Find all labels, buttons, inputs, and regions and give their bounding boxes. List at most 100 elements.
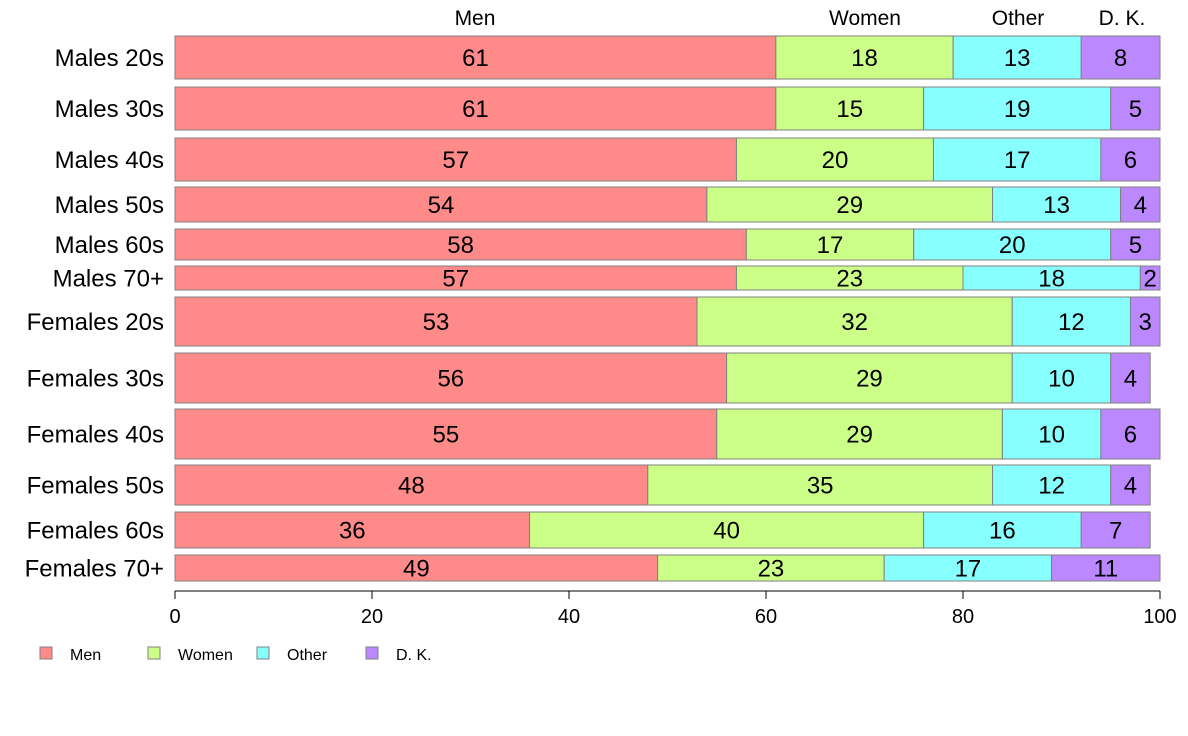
bar-females-70-men bbox=[174, 554, 659, 582]
data-label-females-60s-d-k: 7 bbox=[1109, 518, 1122, 545]
bar-males-70-other bbox=[962, 265, 1141, 291]
data-label-males-50s-other: 13 bbox=[1043, 192, 1070, 219]
data-label-males-20s-other: 13 bbox=[1004, 45, 1031, 72]
data-label-males-40s-women: 20 bbox=[822, 147, 849, 174]
bar-females-30s-d-k bbox=[1110, 352, 1151, 404]
bar-males-20s-women bbox=[775, 35, 954, 80]
bar-males-30s-men bbox=[174, 86, 777, 131]
data-label-females-40s-d-k: 6 bbox=[1124, 422, 1137, 449]
category-labels: Males 20s Males 30s Males 40s Males 50s Male… bbox=[25, 45, 164, 583]
legend: Men Women Other D. K. bbox=[39, 646, 432, 664]
data-label-females-60s-other: 16 bbox=[989, 518, 1016, 545]
data-label-males-30s-d-k: 5 bbox=[1129, 96, 1142, 123]
top-label-women: Women bbox=[829, 7, 901, 30]
x-tick-label-80: 80 bbox=[952, 606, 974, 628]
category-label-males-60s: Males 60s bbox=[55, 232, 164, 259]
legend-label-other: Other bbox=[287, 647, 328, 664]
data-label-males-20s-men: 61 bbox=[462, 45, 489, 72]
data-label-females-30s-other: 10 bbox=[1048, 366, 1075, 393]
category-label-males-50s: Males 50s bbox=[55, 192, 164, 219]
bar-females-60s-women bbox=[529, 511, 925, 549]
data-label-females-50s-women: 35 bbox=[807, 473, 834, 500]
category-label-females-50s: Females 50s bbox=[27, 473, 164, 500]
bar-males-30s-d-k bbox=[1110, 86, 1161, 131]
data-label-males-40s-d-k: 6 bbox=[1124, 147, 1137, 174]
bar-males-40s-men bbox=[174, 137, 737, 182]
legend-label-men: Men bbox=[70, 647, 101, 664]
bar-males-60s-d-k bbox=[1110, 228, 1161, 261]
data-label-males-40s-other: 17 bbox=[1004, 147, 1031, 174]
data-label-females-30s-women: 29 bbox=[856, 366, 883, 393]
data-label-females-20s-other: 12 bbox=[1058, 309, 1085, 336]
legend-swatch-men bbox=[39, 646, 53, 660]
data-label-females-30s-d-k: 4 bbox=[1124, 366, 1137, 393]
bar-males-30s-women bbox=[775, 86, 925, 131]
data-label-females-70-other: 17 bbox=[955, 556, 982, 583]
legend-swatch-other bbox=[256, 646, 270, 660]
bar-females-20s-d-k bbox=[1129, 296, 1161, 347]
x-tick-label-20: 20 bbox=[361, 606, 383, 628]
data-label-females-20s-women: 32 bbox=[841, 309, 868, 336]
data-label-females-20s-men: 53 bbox=[423, 309, 450, 336]
bar-females-70-d-k bbox=[1051, 554, 1161, 582]
data-label-females-20s-d-k: 3 bbox=[1139, 309, 1152, 336]
bar-males-50s-d-k bbox=[1120, 186, 1161, 223]
legend-swatch-women bbox=[147, 646, 161, 660]
data-label-males-60s-d-k: 5 bbox=[1129, 232, 1142, 259]
data-label-males-20s-d-k: 8 bbox=[1114, 45, 1127, 72]
bar-males-20s-d-k bbox=[1080, 35, 1161, 80]
bar-males-20s-men bbox=[174, 35, 777, 80]
category-label-males-30s: Males 30s bbox=[55, 96, 164, 123]
data-label-females-70-d-k: 11 bbox=[1093, 556, 1118, 583]
bar-males-40s-d-k bbox=[1100, 137, 1161, 182]
data-label-females-70-women: 23 bbox=[758, 556, 785, 583]
data-label-males-50s-men: 54 bbox=[428, 192, 455, 219]
data-label-males-70-women: 23 bbox=[836, 266, 863, 293]
bar-females-50s-other bbox=[992, 464, 1112, 506]
bar-females-70-women bbox=[657, 554, 885, 582]
x-tick-label-40: 40 bbox=[558, 606, 580, 628]
bar-females-20s-other bbox=[1011, 296, 1131, 347]
data-label-males-20s-women: 18 bbox=[851, 45, 878, 72]
legend-swatch-d-k bbox=[365, 646, 379, 660]
data-label-males-70-men: 57 bbox=[442, 266, 469, 293]
data-label-males-60s-women: 17 bbox=[817, 232, 844, 259]
data-label-males-50s-women: 29 bbox=[836, 192, 863, 219]
top-label-d-k: D. K. bbox=[1099, 7, 1146, 30]
bar-males-60s-men bbox=[174, 228, 747, 261]
top-series-labels: Men Women Other D. K. bbox=[455, 7, 1146, 30]
data-label-females-40s-women: 29 bbox=[846, 422, 873, 449]
category-label-females-40s: Females 40s bbox=[27, 422, 164, 449]
bar-females-50s-women bbox=[647, 464, 994, 506]
data-label-males-40s-men: 57 bbox=[442, 147, 469, 174]
bar-males-70-men bbox=[174, 265, 737, 291]
bar-males-50s-women bbox=[706, 186, 994, 223]
top-label-other: Other bbox=[992, 7, 1045, 30]
data-label-females-30s-men: 56 bbox=[437, 366, 464, 393]
bar-males-40s-women bbox=[735, 137, 934, 182]
x-tick-label-100: 100 bbox=[1143, 606, 1176, 628]
bar-males-60s-women bbox=[745, 228, 915, 261]
data-label-females-40s-other: 10 bbox=[1038, 422, 1065, 449]
bar-females-30s-other bbox=[1011, 352, 1112, 404]
category-label-females-60s: Females 60s bbox=[27, 518, 164, 545]
x-axis: 0 20 40 60 80 100 bbox=[169, 590, 1177, 628]
legend-label-women: Women bbox=[178, 647, 233, 664]
category-label-males-20s: Males 20s bbox=[55, 45, 164, 72]
data-label-males-30s-men: 61 bbox=[462, 96, 489, 123]
category-label-males-70: Males 70+ bbox=[53, 266, 164, 293]
x-tick-label-60: 60 bbox=[755, 606, 777, 628]
data-label-females-70-men: 49 bbox=[403, 556, 430, 583]
bars: 61 18 13 861 15 19 557 20 17 654 29 13 458 17 20 557 23 1… bbox=[174, 35, 1161, 583]
data-label-females-60s-men: 36 bbox=[339, 518, 366, 545]
legend-label-d-k: D. K. bbox=[396, 647, 432, 664]
data-label-males-60s-men: 58 bbox=[447, 232, 474, 259]
data-label-males-30s-women: 15 bbox=[836, 96, 863, 123]
bar-males-30s-other bbox=[923, 86, 1112, 131]
category-label-females-20s: Females 20s bbox=[27, 309, 164, 336]
bar-females-70-other bbox=[883, 554, 1053, 582]
top-label-men: Men bbox=[455, 7, 496, 30]
bar-males-20s-other bbox=[952, 35, 1082, 80]
data-label-males-60s-other: 20 bbox=[999, 232, 1026, 259]
